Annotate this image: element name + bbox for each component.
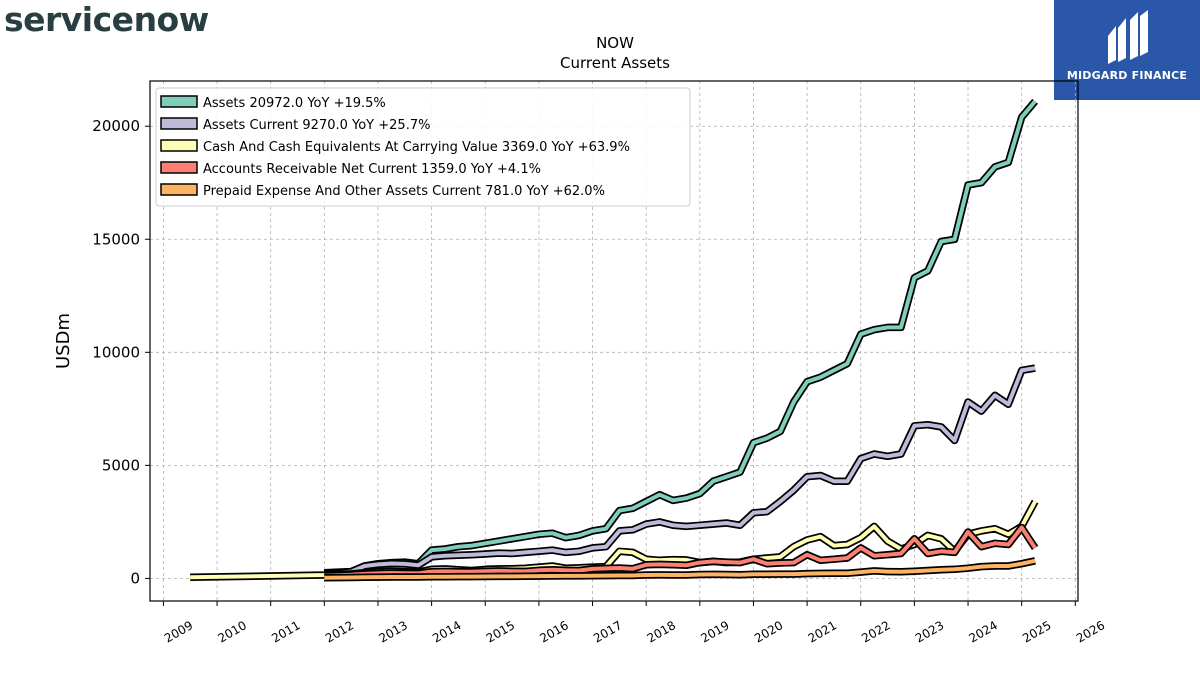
plot-frame bbox=[149, 80, 1079, 602]
x-tick-label: 2026 bbox=[1074, 618, 1107, 645]
y-tick-label: 0 bbox=[130, 569, 140, 587]
x-tick-label: 2010 bbox=[216, 618, 249, 645]
x-tick-label: 2024 bbox=[967, 618, 1000, 645]
legend-swatch bbox=[160, 117, 198, 130]
series-line bbox=[324, 366, 1036, 576]
series-line-outline bbox=[323, 364, 1036, 578]
x-tick-label: 2022 bbox=[859, 618, 892, 645]
chart-subtitle: Current Assets bbox=[560, 54, 670, 72]
x-tick-label: 2015 bbox=[484, 618, 517, 645]
x-tick-label: 2020 bbox=[752, 618, 785, 645]
x-tick-label: 2012 bbox=[323, 618, 356, 645]
series-line bbox=[324, 525, 1037, 578]
legend-box bbox=[155, 87, 691, 207]
x-tick-label: 2017 bbox=[591, 618, 624, 645]
legend-swatch bbox=[160, 139, 198, 152]
y-axis-label: USDm bbox=[53, 313, 74, 369]
x-tick-label: 2021 bbox=[806, 618, 839, 645]
series-assets bbox=[324, 98, 1038, 577]
legend-swatch bbox=[160, 183, 198, 196]
legend-swatch bbox=[160, 161, 198, 174]
series-accounts-receivable-net-current bbox=[324, 523, 1039, 580]
y-tick-label: 20000 bbox=[92, 117, 140, 135]
y-tick-label: 15000 bbox=[92, 230, 140, 248]
y-tick-label: 10000 bbox=[92, 343, 140, 361]
x-tick-label: 2013 bbox=[376, 618, 409, 645]
series-prepaid-expense-and-other-assets-current bbox=[324, 557, 1036, 582]
legend-entry: Assets Current 9270.0 YoY +25.7% bbox=[203, 118, 430, 133]
series-line bbox=[324, 100, 1037, 575]
x-tick-label: 2023 bbox=[913, 618, 946, 645]
x-tick-label: 2009 bbox=[162, 618, 195, 645]
x-tick-label: 2014 bbox=[430, 618, 463, 645]
midgard-finance-logo: MIDGARD FINANCE bbox=[1054, 0, 1200, 100]
legend-entry: Prepaid Expense And Other Assets Current… bbox=[203, 184, 605, 199]
x-tick-label: 2016 bbox=[537, 618, 570, 645]
x-tick-label: 2018 bbox=[645, 618, 678, 645]
y-tick-label: 5000 bbox=[102, 456, 140, 474]
servicenow-logo: servicenow bbox=[4, 0, 209, 39]
legend-swatch bbox=[160, 95, 198, 108]
legend-entry: Accounts Receivable Net Current 1359.0 Y… bbox=[203, 162, 541, 177]
midgard-finance-logo-text: MIDGARD FINANCE bbox=[1066, 69, 1188, 82]
legend-entry: Assets 20972.0 YoY +19.5% bbox=[203, 96, 386, 111]
series-line bbox=[324, 558, 1036, 580]
x-tick-label: 2025 bbox=[1020, 618, 1053, 645]
servicenow-logo-text: servicenow bbox=[4, 0, 209, 39]
series-assets-current bbox=[323, 364, 1036, 578]
chart-title: NOW bbox=[596, 34, 634, 52]
midgard-emblem-icon bbox=[1108, 10, 1148, 64]
x-tick-label: 2019 bbox=[698, 618, 731, 645]
legend-entry: Cash And Cash Equivalents At Carrying Va… bbox=[203, 140, 630, 155]
x-tick-label: 2011 bbox=[269, 618, 302, 645]
